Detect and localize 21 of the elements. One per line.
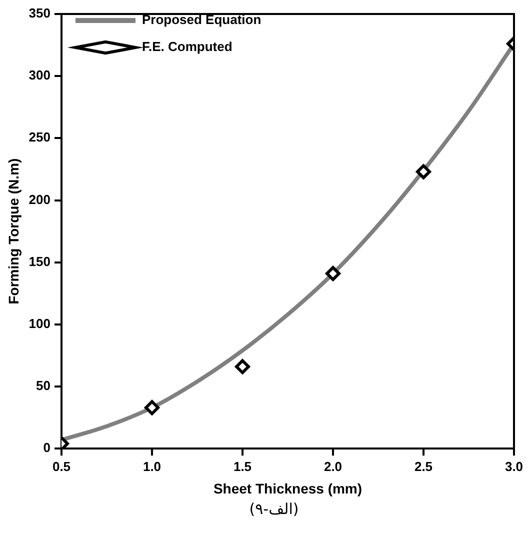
y-tick-label: 0 bbox=[43, 440, 50, 456]
y-tick-label: 300 bbox=[28, 68, 50, 83]
legend-label: Proposed Equation bbox=[142, 12, 262, 28]
point bbox=[325, 266, 340, 282]
legend-label: F.E. Computed bbox=[142, 39, 232, 54]
x-tick-label: 3.0 bbox=[504, 458, 524, 474]
y-tick-label: 350 bbox=[28, 6, 50, 21]
x-tick-label: 0.5 bbox=[52, 458, 71, 474]
y-axis-title: Forming Torque (N.m) bbox=[5, 158, 22, 304]
y-tick-label: 100 bbox=[28, 316, 50, 332]
x-tick-label: 2.5 bbox=[414, 458, 433, 474]
y-tick-label: 150 bbox=[28, 254, 50, 269]
y-tick-label: 250 bbox=[28, 130, 50, 145]
x-tick-label: 1.0 bbox=[142, 458, 162, 474]
y-tick-label: 50 bbox=[36, 378, 50, 394]
point bbox=[234, 359, 250, 374]
x-tick-label: 2.0 bbox=[324, 458, 342, 474]
text: (۹-الف) bbox=[248, 500, 300, 518]
x-axis-title: Sheet Thickness (mm) bbox=[213, 480, 362, 496]
x-tick-label: 1.5 bbox=[233, 458, 252, 474]
y-tick-label: 200 bbox=[28, 192, 50, 207]
